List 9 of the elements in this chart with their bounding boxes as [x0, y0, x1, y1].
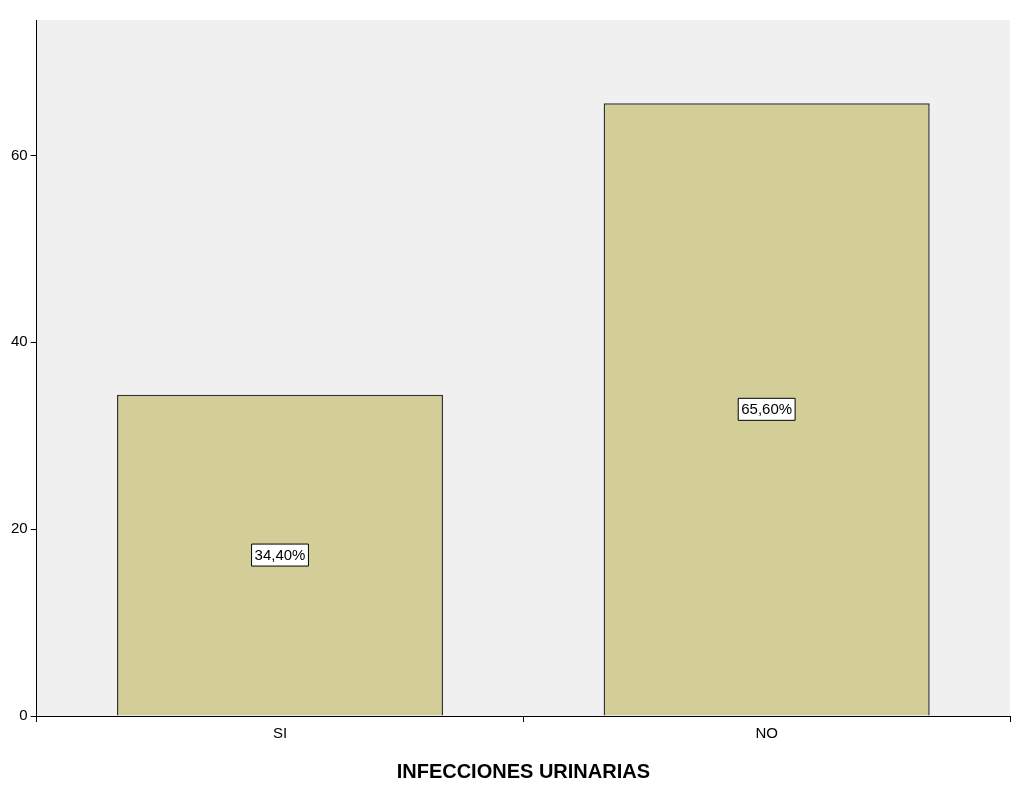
x-tick-label: NO	[755, 724, 778, 742]
y-tick-label: 40	[11, 332, 28, 350]
x-axis-title: INFECCIONES URINARIAS	[396, 759, 651, 782]
y-tick-label: 0	[19, 706, 28, 724]
y-tick-label: 60	[11, 145, 28, 163]
data-label: 65,60%	[741, 400, 793, 418]
data-label: 34,40%	[254, 546, 306, 564]
y-tick-label: 20	[11, 519, 28, 537]
x-tick-label: SI	[272, 724, 288, 742]
